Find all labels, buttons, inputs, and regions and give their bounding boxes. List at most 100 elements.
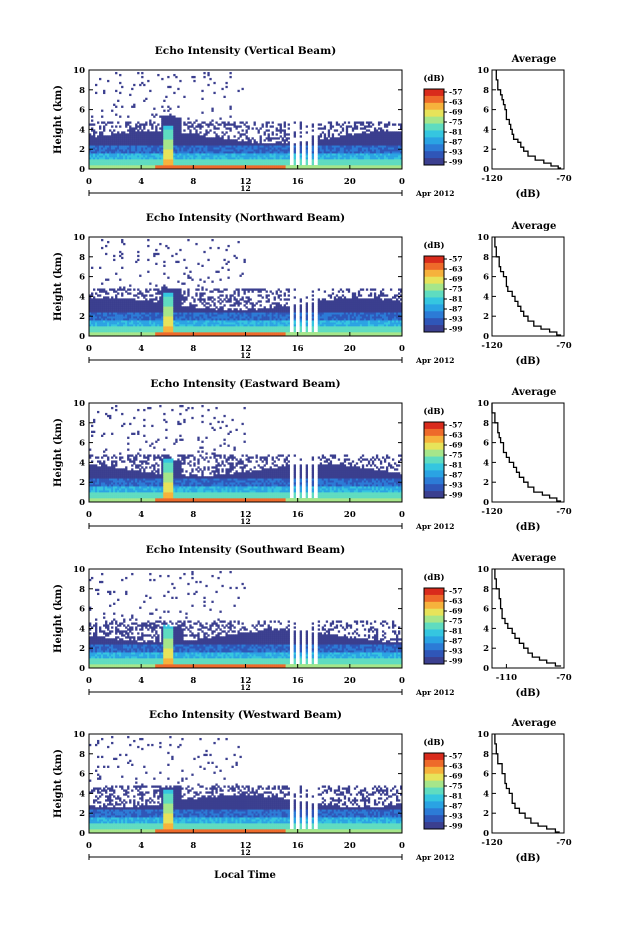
heatmap-cell bbox=[199, 151, 202, 154]
heatmap-cell bbox=[211, 137, 214, 140]
heatmap-cell bbox=[305, 143, 308, 146]
heatmap-cell bbox=[201, 121, 204, 124]
heatmap-cell bbox=[127, 161, 130, 164]
heatmap-cell bbox=[141, 302, 144, 305]
heatmap-cell bbox=[97, 163, 100, 166]
heatmap-cell bbox=[143, 310, 146, 313]
heatmap-cell bbox=[279, 167, 282, 170]
heatmap-cell bbox=[359, 145, 363, 148]
heatmap-cell bbox=[91, 149, 94, 152]
heatmap-cell bbox=[351, 151, 355, 154]
heatmap-cell bbox=[219, 316, 222, 319]
heatmap-cell bbox=[235, 322, 238, 325]
heatmap-cell bbox=[243, 155, 246, 158]
heatmap-cell bbox=[99, 332, 102, 335]
heatmap-cell bbox=[173, 149, 176, 152]
heatmap-cell bbox=[265, 312, 268, 315]
heatmap-cell bbox=[367, 125, 371, 128]
heatmap-cell bbox=[331, 155, 335, 158]
heatmap-cell bbox=[267, 147, 270, 150]
heatmap-cell bbox=[119, 324, 122, 327]
heatmap-cell bbox=[179, 157, 182, 160]
heatmap-cell bbox=[241, 147, 244, 150]
heatmap-cell bbox=[239, 125, 242, 128]
heatmap-cell bbox=[387, 165, 391, 168]
heatmap-cell bbox=[123, 300, 126, 303]
heatmap-cell bbox=[167, 133, 170, 136]
heatmap-cell bbox=[263, 288, 266, 291]
heatmap-cell bbox=[195, 159, 198, 162]
heatmap-cell bbox=[201, 322, 204, 325]
heatmap-cell bbox=[221, 314, 224, 317]
heatmap-cell bbox=[151, 310, 154, 313]
heatmap-cell bbox=[327, 129, 331, 132]
heatmap-cell bbox=[203, 312, 206, 315]
heatmap-cell bbox=[113, 149, 116, 152]
heatmap-cell bbox=[95, 163, 98, 166]
heatmap-cell bbox=[253, 163, 256, 166]
heatmap-cell bbox=[143, 322, 146, 325]
heatmap-cell bbox=[259, 304, 262, 307]
heatmap-cell bbox=[359, 127, 363, 130]
heatmap-cell bbox=[369, 133, 373, 136]
heatmap-cell bbox=[209, 159, 212, 162]
heatmap-cell bbox=[373, 145, 377, 148]
heatmap-cell bbox=[97, 121, 100, 124]
heatmap-cell bbox=[225, 296, 228, 299]
heatmap-cell bbox=[91, 135, 94, 138]
heatmap-cell bbox=[141, 161, 144, 164]
heatmap-cell bbox=[185, 328, 188, 331]
heatmap-cell bbox=[205, 302, 208, 305]
heatmap-cell bbox=[153, 167, 156, 170]
heatmap-cell bbox=[235, 318, 238, 321]
heatmap-cell bbox=[223, 298, 226, 301]
heatmap-cell bbox=[257, 159, 260, 162]
heatmap-cell bbox=[271, 167, 274, 170]
heatmap-cell bbox=[251, 330, 254, 333]
heatmap-cell bbox=[95, 320, 98, 323]
heatmap-cell bbox=[101, 334, 104, 337]
heatmap-cell bbox=[273, 165, 276, 168]
heatmap-cell bbox=[177, 141, 180, 144]
heatmap-cell bbox=[249, 324, 252, 327]
heatmap-cell bbox=[111, 145, 114, 148]
heatmap-cell bbox=[103, 298, 106, 301]
heatmap-cell bbox=[103, 135, 106, 138]
heatmap-cell bbox=[149, 316, 152, 319]
heatmap-cell bbox=[123, 286, 126, 289]
heatmap-cell bbox=[379, 161, 383, 164]
heatmap-cell bbox=[97, 165, 100, 168]
heatmap-cell bbox=[153, 107, 156, 110]
heatmap-cell bbox=[229, 75, 232, 79]
heatmap-cell bbox=[175, 127, 178, 130]
heatmap-cell bbox=[259, 157, 262, 160]
heatmap-cell bbox=[147, 238, 150, 242]
heatmap-cell bbox=[113, 258, 116, 262]
heatmap-cell bbox=[195, 143, 198, 146]
heatmap-cell bbox=[143, 159, 146, 162]
heatmap-cell bbox=[125, 121, 128, 124]
heatmap-cell bbox=[377, 149, 381, 152]
heatmap-cell bbox=[241, 334, 244, 337]
heatmap-cell bbox=[183, 165, 186, 168]
heatmap-cell bbox=[183, 137, 186, 140]
heatmap-cell bbox=[351, 127, 355, 130]
heatmap-cell bbox=[93, 302, 96, 305]
heatmap-cell bbox=[273, 157, 276, 160]
heatmap-cell bbox=[217, 310, 220, 313]
heatmap-cell bbox=[103, 89, 106, 93]
heatmap-cell bbox=[287, 137, 290, 140]
heatmap-cell bbox=[241, 145, 244, 148]
heatmap-cell bbox=[113, 163, 116, 166]
heatmap-cell bbox=[159, 131, 162, 134]
heatmap-cell bbox=[91, 119, 94, 122]
heatmap-cell bbox=[233, 318, 236, 321]
heatmap-cell bbox=[231, 294, 234, 297]
heatmap-cell bbox=[339, 135, 343, 138]
heatmap-cell bbox=[353, 141, 357, 144]
heatmap-cell bbox=[107, 147, 110, 150]
heatmap-cell bbox=[113, 300, 116, 303]
heatmap-cell bbox=[391, 141, 395, 144]
heatmap-cell bbox=[165, 141, 168, 144]
heatmap-cell bbox=[157, 139, 160, 142]
